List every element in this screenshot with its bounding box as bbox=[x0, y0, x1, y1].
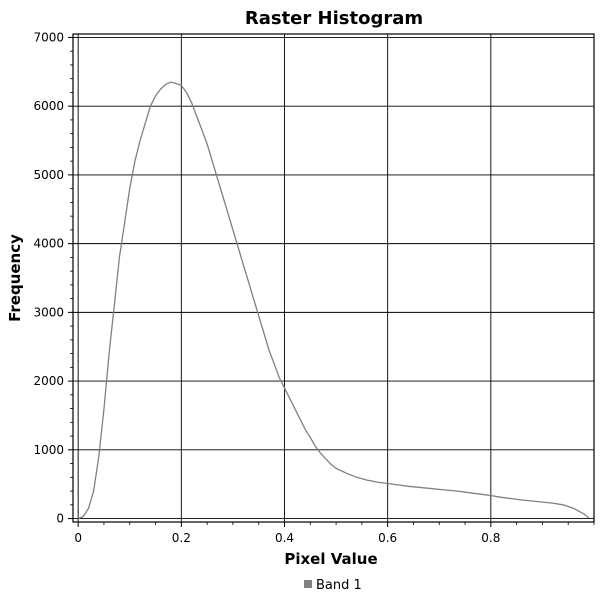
series-line-band-1 bbox=[77, 81, 590, 520]
plot-frame bbox=[72, 33, 595, 523]
y-tick-label: 6000 bbox=[33, 99, 64, 113]
y-tick-label: 0 bbox=[56, 512, 64, 526]
axis-ticks: 0 0.2 0.4 0.6 0.8 0 1000 2000 3000 4000 5000 6000 70… bbox=[33, 30, 595, 545]
grid bbox=[73, 34, 594, 522]
y-tick-label: 1000 bbox=[33, 443, 64, 457]
y-tick-label: 4000 bbox=[33, 237, 64, 251]
x-axis-label: Pixel Value bbox=[284, 550, 377, 568]
legend-swatch bbox=[304, 580, 312, 588]
legend: Band 1 bbox=[304, 578, 362, 593]
y-tick-label: 3000 bbox=[33, 305, 64, 319]
x-tick-label: 0.4 bbox=[275, 531, 294, 545]
x-tick-label: 0.6 bbox=[378, 531, 397, 545]
y-tick-label: 5000 bbox=[33, 168, 64, 182]
x-tick-label: 0.2 bbox=[172, 531, 191, 545]
series-layer bbox=[77, 81, 590, 520]
y-tick-label: 7000 bbox=[33, 30, 64, 44]
y-tick-label: 2000 bbox=[33, 374, 64, 388]
x-tick-label: 0 bbox=[74, 531, 82, 545]
x-tick-label: 0.8 bbox=[481, 531, 500, 545]
y-axis-label: Frequency bbox=[6, 234, 24, 322]
legend-label-band-1: Band 1 bbox=[316, 578, 362, 593]
chart-title: Raster Histogram bbox=[245, 8, 423, 29]
